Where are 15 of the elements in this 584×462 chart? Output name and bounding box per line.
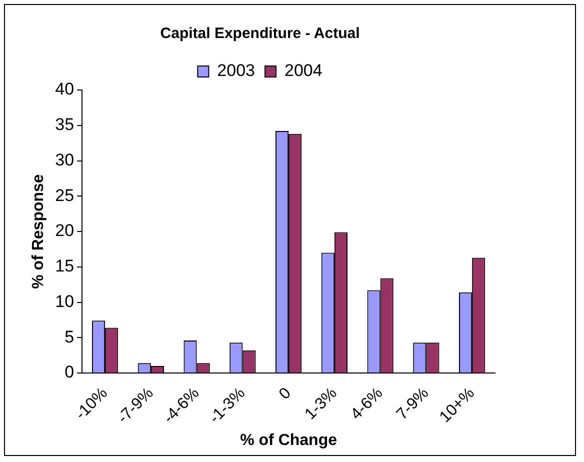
x-axis-title: % of Change: [240, 432, 338, 449]
x-tick-label: 0: [276, 384, 295, 404]
y-axis-title: % of Response: [30, 174, 48, 289]
y-tick-label: 5: [64, 327, 74, 346]
y-tick-label: 10: [55, 292, 74, 311]
y-tick-label: 0: [64, 362, 74, 382]
chart-title: Capital Expenditure - Actual: [160, 25, 360, 42]
y-tick-label: 15: [55, 256, 74, 276]
y-tick-label: 35: [55, 115, 74, 134]
y-tick-label: 40: [55, 80, 74, 99]
y-tick-label: 25: [55, 186, 74, 205]
legend-label: 2004: [284, 61, 322, 80]
y-tick-label: 30: [55, 150, 74, 170]
y-tick-label: 20: [55, 221, 74, 240]
legend-label: 2003: [217, 61, 256, 80]
